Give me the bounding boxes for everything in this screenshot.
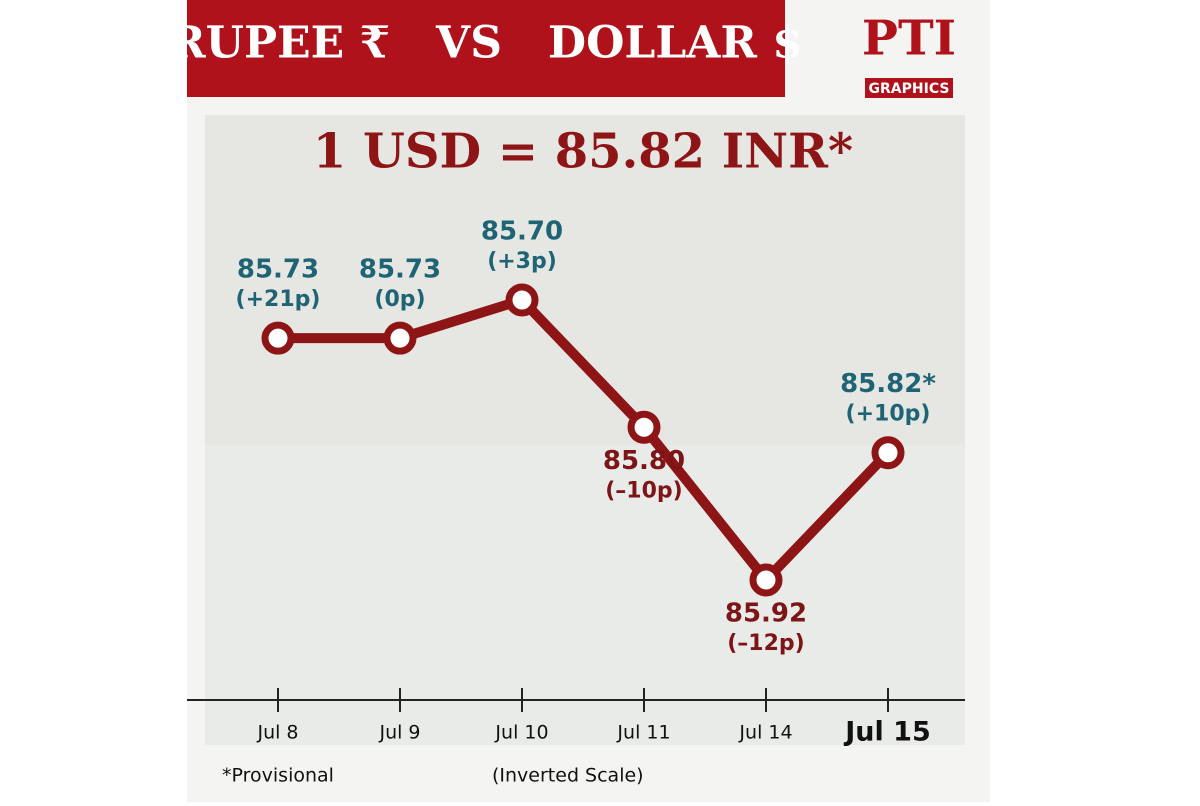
x-tick-label: Jul 15 <box>843 717 931 748</box>
point <box>627 410 661 444</box>
x-tick-label: Jul 9 <box>378 722 420 744</box>
logo: PTI <box>862 11 956 67</box>
value-label: 85.82* <box>840 369 936 399</box>
change-label: (–10p) <box>605 478 682 503</box>
logo-sub: GRAPHICS <box>869 81 950 97</box>
value-label: 85.73 <box>237 255 319 285</box>
x-tick-label: Jul 10 <box>494 722 548 744</box>
change-label: (–12p) <box>727 631 804 656</box>
change-label: (+10p) <box>846 402 931 427</box>
rate-line <box>278 295 892 585</box>
change-label: (0p) <box>374 287 425 312</box>
point <box>871 436 905 470</box>
headline: 1 USD = 85.82 INR* <box>313 124 853 180</box>
value-label: 85.92 <box>725 599 807 629</box>
change-label: (+21p) <box>236 287 321 312</box>
x-tick-label: Jul 8 <box>256 722 298 744</box>
value-label: 85.70 <box>481 217 563 247</box>
footnote: *Provisional <box>222 765 334 787</box>
point <box>505 283 539 317</box>
dollar-note <box>205 445 965 745</box>
point <box>383 321 417 355</box>
x-tick-label: Jul 14 <box>738 722 792 744</box>
title: RUPEE ₹ VS DOLLAR $ <box>169 18 803 69</box>
rupee-note <box>205 115 965 445</box>
x-tick-label: Jul 11 <box>616 722 670 744</box>
value-label: 85.73 <box>359 255 441 285</box>
scale-note: (Inverted Scale) <box>492 765 644 787</box>
title-banner <box>187 0 785 97</box>
change-label: (+3p) <box>487 249 557 274</box>
point <box>749 563 783 597</box>
logo-box <box>865 78 953 98</box>
value-label: 85.80 <box>603 446 685 476</box>
point <box>261 321 295 355</box>
